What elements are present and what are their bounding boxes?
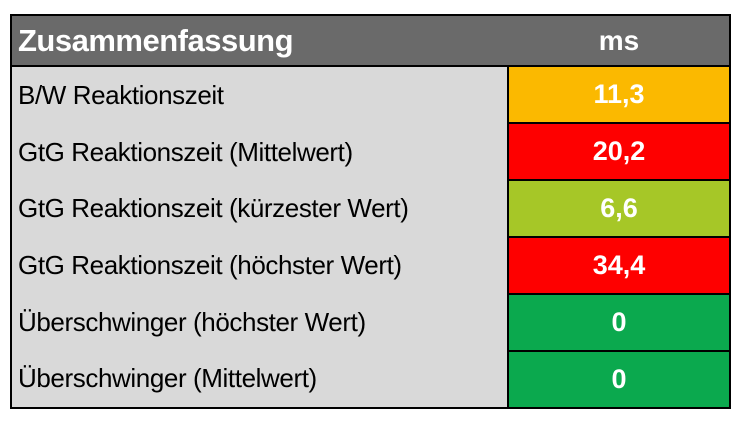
unit-column-header: ms (598, 24, 640, 56)
value-cell-ueberschwinger-hoechster: 0 (509, 295, 729, 352)
row-label-gtg-hoechster: GtG Reaktionszeit (höchster Wert) (18, 249, 402, 280)
value-cell-ueberschwinger-mittelwert: 0 (509, 352, 729, 407)
table-body: B/W Reaktionszeit GtG Reaktionszeit (Mit… (12, 67, 729, 407)
values-column: 11,3 20,2 6,6 34,4 0 0 (509, 67, 729, 407)
row-label-gtg-kuerzester: GtG Reaktionszeit (kürzester Wert) (18, 193, 409, 224)
row-label-ueberschwinger-mittelwert: Überschwinger (Mittelwert) (18, 363, 317, 394)
value-cell-bw-reaktionszeit: 11,3 (509, 67, 729, 124)
row-label-bw-reaktionszeit: B/W Reaktionszeit (18, 79, 224, 110)
summary-table: Zusammenfassung ms B/W Reaktionszeit GtG… (10, 14, 731, 409)
table-header: Zusammenfassung ms (12, 16, 729, 67)
row-label-ueberschwinger-hoechster: Überschwinger (höchster Wert) (18, 306, 366, 337)
row-label-gtg-mittelwert: GtG Reaktionszeit (Mittelwert) (18, 136, 353, 167)
value-cell-gtg-mittelwert: 20,2 (509, 124, 729, 181)
value-cell-gtg-hoechster: 34,4 (509, 238, 729, 295)
labels-column: B/W Reaktionszeit GtG Reaktionszeit (Mit… (12, 67, 509, 407)
table-title: Zusammenfassung (18, 22, 294, 58)
value-cell-gtg-kuerzester: 6,6 (509, 181, 729, 238)
